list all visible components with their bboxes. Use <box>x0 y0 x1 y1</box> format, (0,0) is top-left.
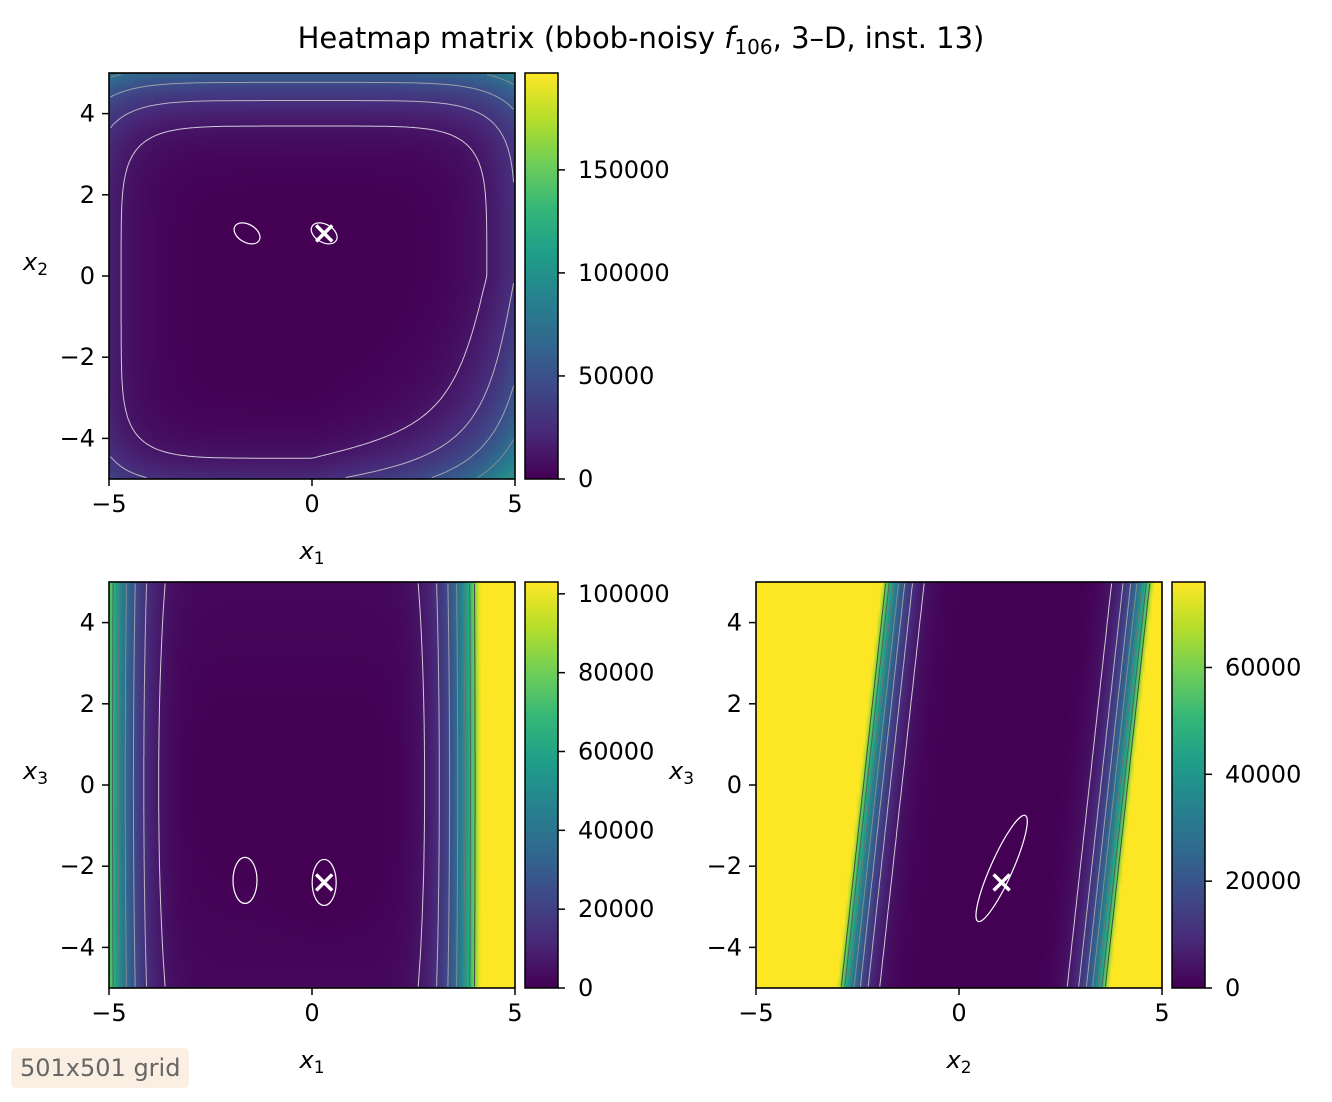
colorbar: 0 50000 100000 150000 <box>524 72 670 493</box>
colorbar-frame <box>524 72 559 480</box>
colorbar-frame <box>1171 581 1206 989</box>
optimum-basin-contour <box>975 814 1028 923</box>
optimum-basin-contour <box>311 858 337 907</box>
colorbar-tick-label: 50000 <box>578 362 654 390</box>
y-axis-label: x3 <box>668 757 694 789</box>
colorbar-tick-label: 0 <box>578 465 593 493</box>
colorbar-tick-label: 40000 <box>1225 760 1301 788</box>
y-tick-label: −2 <box>707 852 742 880</box>
x-axis-label: x1 <box>298 537 324 569</box>
y-tick-label: 4 <box>727 609 742 637</box>
x-axis-label: x2 <box>945 1046 971 1078</box>
contour-lines <box>840 583 1151 987</box>
colorbar-gradient <box>525 73 558 479</box>
colorbar-tick-label: 60000 <box>578 737 654 765</box>
optimum-marker <box>314 224 334 243</box>
y-axis-label: x3 <box>22 757 48 789</box>
y-tick-label: 2 <box>727 690 742 718</box>
y-tick-label: 4 <box>80 609 95 637</box>
y-tick-label: 2 <box>80 181 95 209</box>
optimum-marker <box>992 873 1011 892</box>
colorbar-tick-label: 0 <box>578 974 593 1002</box>
x-tick-label: 5 <box>507 999 522 1027</box>
contour-level-7 <box>474 583 476 987</box>
y-tick-label: −2 <box>60 343 95 371</box>
colorbar-tick-label: 80000 <box>578 659 654 687</box>
x-tick-label: −5 <box>738 999 773 1027</box>
x-tick-label: 5 <box>507 490 522 518</box>
colorbar-gradient <box>525 582 558 988</box>
heatmap-image <box>109 582 515 988</box>
colorbar-frame <box>524 581 559 989</box>
y-tick-label: −4 <box>60 933 95 961</box>
x-tick-label: −5 <box>91 490 126 518</box>
x-tick-label: 0 <box>304 999 319 1027</box>
contour-level-1 <box>120 125 488 459</box>
contour-level-5 <box>506 470 514 478</box>
contour-level-2 <box>867 583 1124 987</box>
contour-level-4 <box>853 583 1138 987</box>
contour-level-3 <box>132 583 451 987</box>
contour-lines <box>110 74 514 479</box>
contour-level-5 <box>117 583 466 987</box>
figure-title: Heatmap matrix (bbob-noisy f106, 3–D, in… <box>298 21 985 59</box>
contour-level-6 <box>112 583 471 987</box>
y-tick-label: −4 <box>60 424 95 452</box>
heatmap-image <box>109 73 515 479</box>
contour-level-3 <box>859 583 1132 987</box>
colorbar-tick-label: 40000 <box>578 816 654 844</box>
contour-level-4 <box>110 74 514 479</box>
colorbar-tick-label: 100000 <box>578 580 670 608</box>
local-minimum-contour <box>232 856 258 905</box>
optimum-marker <box>314 873 334 892</box>
y-tick-label: −4 <box>707 933 742 961</box>
x-tick-label: 5 <box>1154 999 1169 1027</box>
optimum-basin-contour <box>310 222 338 245</box>
colorbar-tick-label: 100000 <box>578 259 670 287</box>
x-axis-label: x1 <box>298 1046 324 1078</box>
y-tick-label: 0 <box>80 771 95 799</box>
y-axis-label: x2 <box>22 248 48 280</box>
contour-level-2 <box>110 100 514 479</box>
x-tick-label: 0 <box>304 490 319 518</box>
grid-size-badge: 501x501 grid <box>11 1048 190 1088</box>
heatmap-panel-3: −5 0 5 −4 −2 0 2 4 x2 x3 0 20000 40000 60000 <box>668 581 1301 1078</box>
contour-level-7 <box>840 583 1151 987</box>
colorbar-tick-label: 60000 <box>1225 653 1301 681</box>
colorbar-gradient <box>1172 582 1205 988</box>
contour-level-4 <box>124 583 459 987</box>
y-tick-label: 4 <box>80 100 95 128</box>
local-minimum-contour <box>233 222 261 245</box>
contour-level-5 <box>848 583 1143 987</box>
y-tick-label: 0 <box>80 262 95 290</box>
contour-level-2 <box>143 583 440 987</box>
contour-level-1 <box>879 583 1113 987</box>
colorbar: 0 20000 40000 60000 <box>1171 581 1301 1002</box>
x-tick-label: 0 <box>951 999 966 1027</box>
colorbar: 0 20000 40000 60000 80000 100000 <box>524 580 670 1002</box>
colorbar-tick-label: 20000 <box>578 895 654 923</box>
contour-level-3 <box>110 81 514 479</box>
heatmap-image <box>756 582 1162 988</box>
heatmap-panel-1: −5 0 5 −4 −2 0 2 4 x1 x2 0 50000 100000 150000 <box>22 72 670 569</box>
contour-level-1 <box>158 583 426 987</box>
y-tick-label: 0 <box>727 771 742 799</box>
colorbar-tick-label: 20000 <box>1225 867 1301 895</box>
y-tick-label: −2 <box>60 852 95 880</box>
heatmap-panel-2: −5 0 5 −4 −2 0 2 4 x1 x3 0 20000 40000 60000 80000 1000… <box>22 580 670 1078</box>
contour-lines <box>112 583 476 987</box>
colorbar-tick-label: 0 <box>1225 974 1240 1002</box>
y-tick-label: 2 <box>80 690 95 718</box>
x-tick-label: −5 <box>91 999 126 1027</box>
colorbar-tick-label: 150000 <box>578 156 670 184</box>
contour-level-6 <box>844 583 1147 987</box>
